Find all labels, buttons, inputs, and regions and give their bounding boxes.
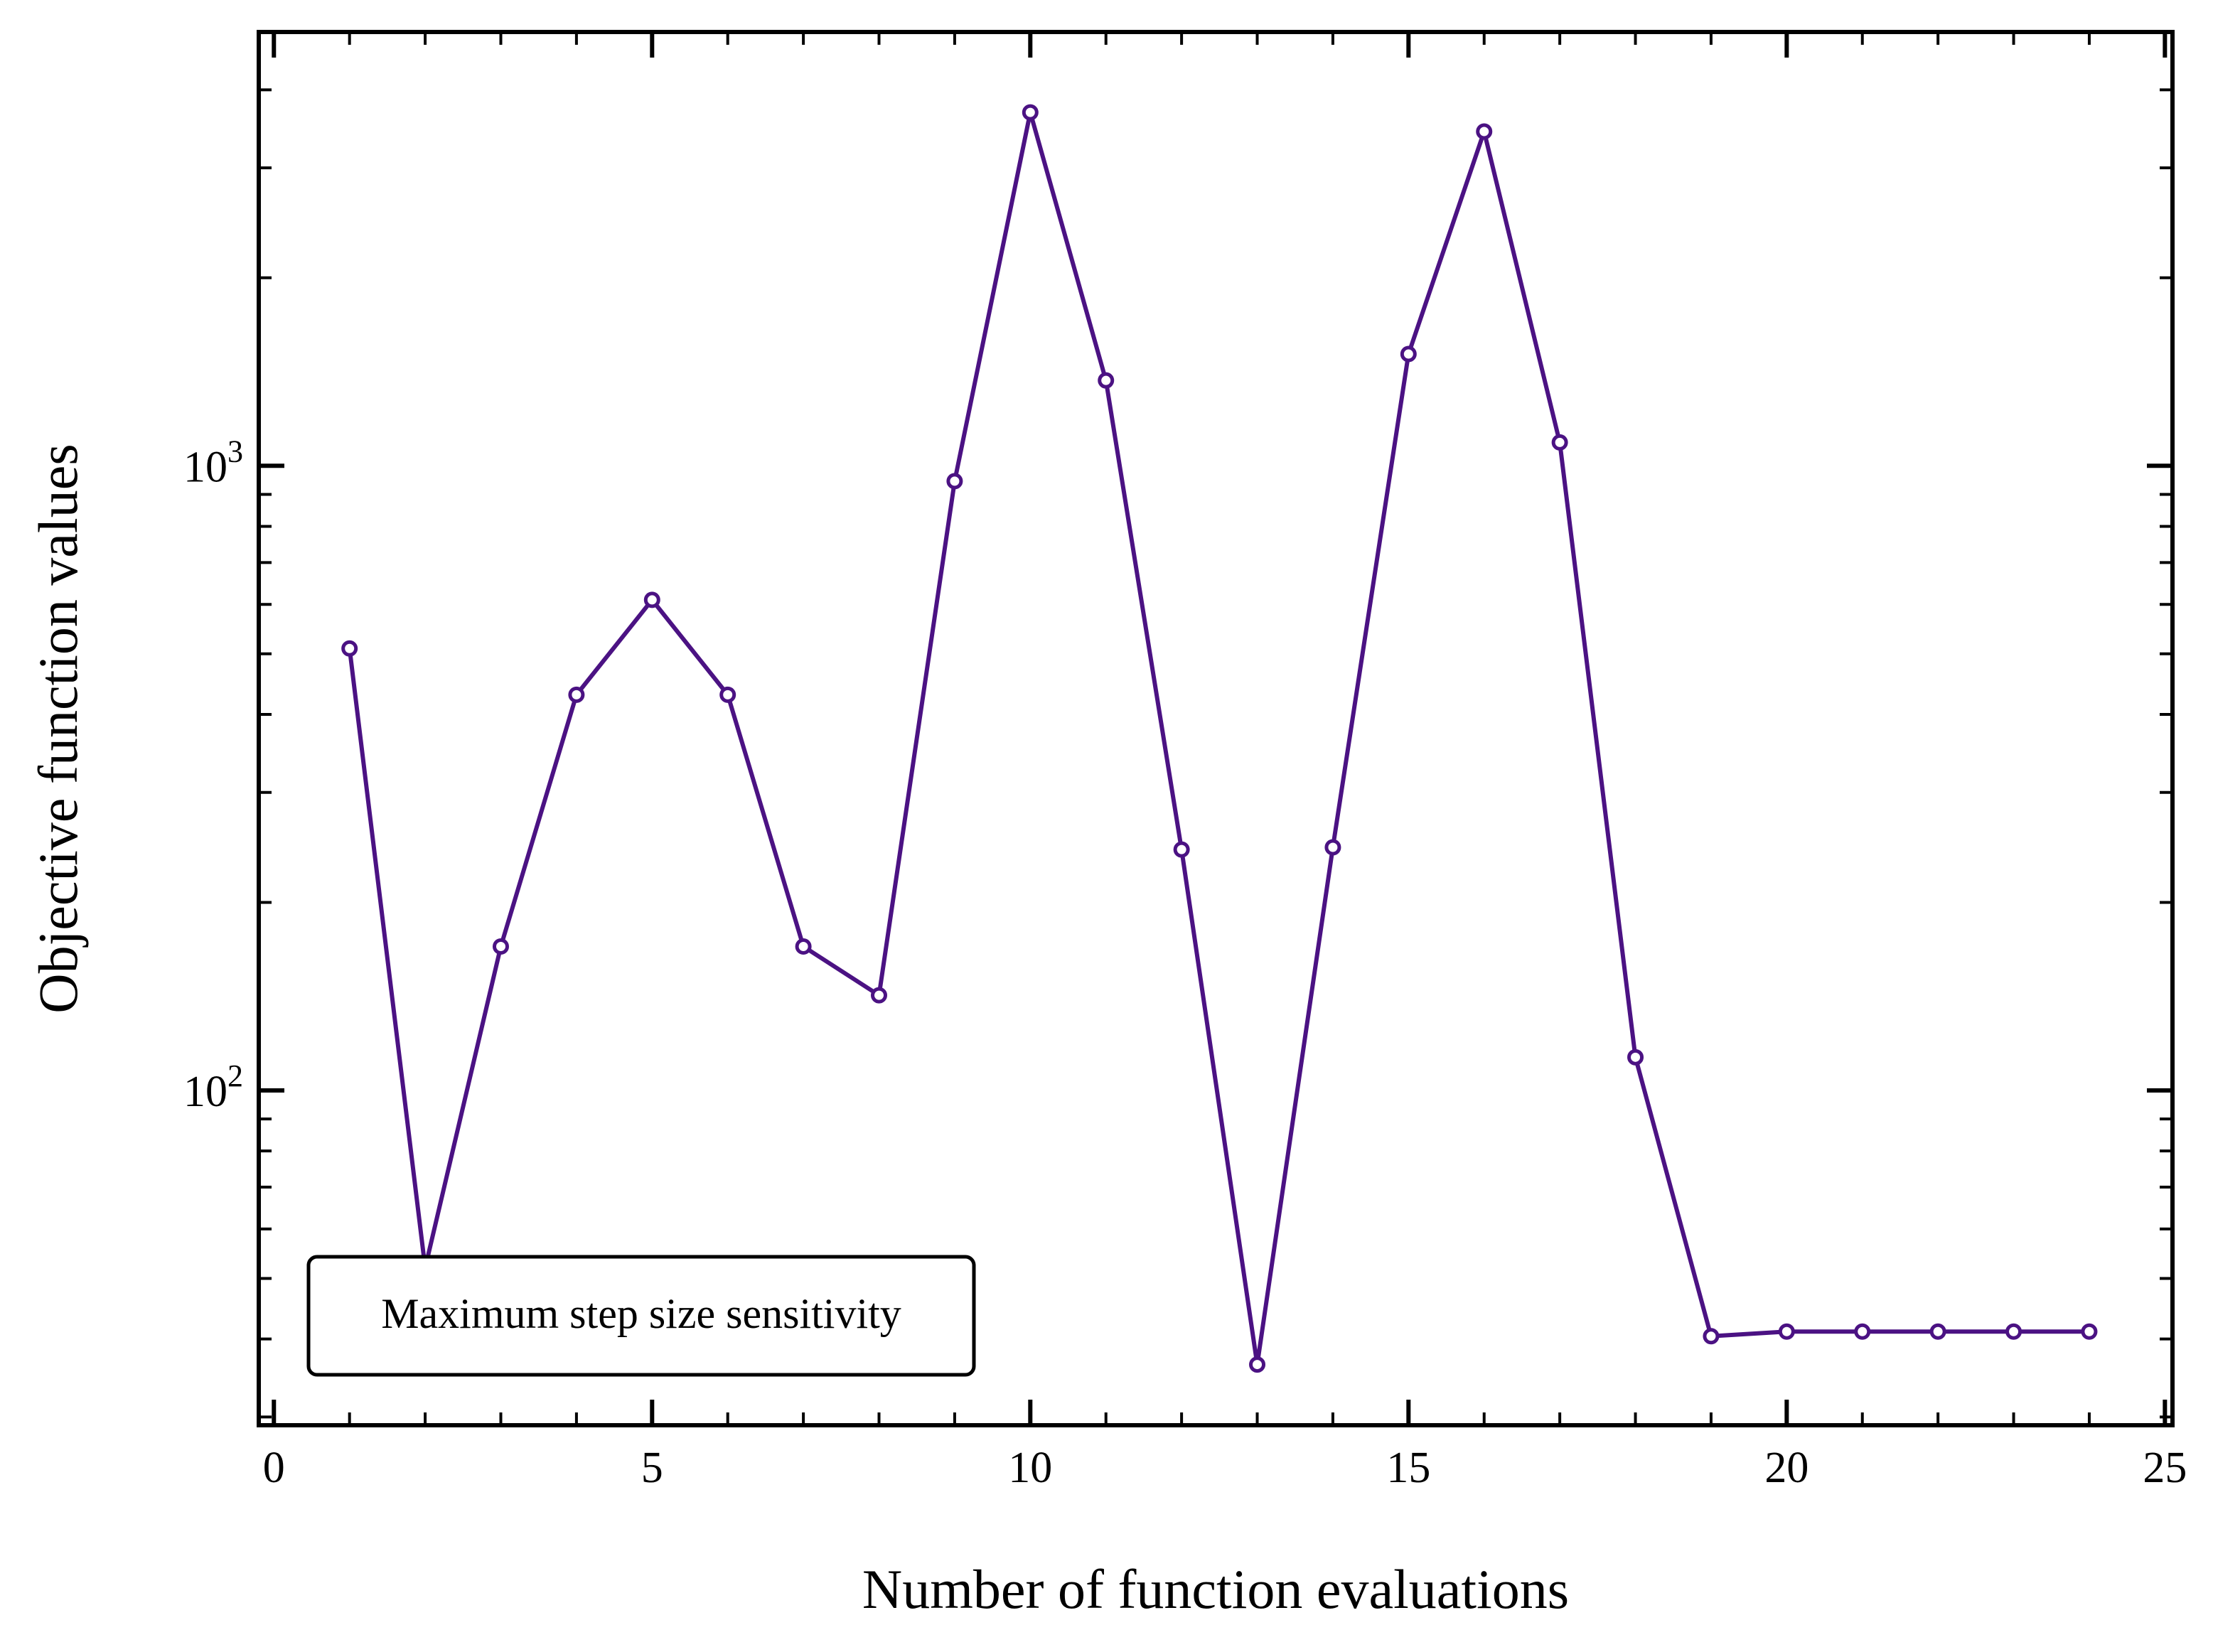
data-point (1173, 841, 1190, 858)
data-point (795, 938, 812, 955)
data-point (1249, 1356, 1266, 1373)
x-tick-label: 0 (263, 1444, 285, 1492)
data-point (719, 686, 736, 703)
data-point (1400, 345, 1417, 363)
data-point (1703, 1328, 1720, 1345)
y-tick-label-exponent: 2 (227, 1058, 243, 1093)
data-point (871, 987, 888, 1004)
legend: Maximum step size sensitivity (306, 1255, 976, 1377)
x-axis-title: Number of function evaluations (862, 1558, 1569, 1620)
y-tick-label: 102 (183, 1058, 243, 1116)
y-tick-label-base: 10 (183, 1068, 227, 1116)
series-layer (341, 104, 2098, 1373)
y-axis-title: Objective function values (27, 444, 89, 1013)
data-point (1929, 1323, 1946, 1340)
data-point (1022, 104, 1039, 121)
data-point (1098, 372, 1115, 389)
data-point (1476, 123, 1493, 140)
data-point (568, 686, 585, 703)
data-point (492, 938, 509, 955)
series-line (347, 110, 2089, 1367)
data-point (1627, 1048, 1644, 1066)
y-tick-label-exponent: 3 (227, 434, 243, 468)
x-tick-label: 20 (1764, 1444, 1809, 1492)
data-point (1324, 839, 1341, 856)
legend-box (306, 1255, 976, 1377)
data-point (341, 640, 358, 657)
y-tick-label-base: 10 (183, 443, 227, 491)
data-point (946, 473, 963, 490)
x-tick-label: 5 (641, 1444, 663, 1492)
plot-frame (257, 30, 2175, 1427)
y-tick-label: 103 (183, 434, 243, 491)
data-point (1551, 434, 1568, 451)
data-point (2081, 1323, 2098, 1340)
data-point (643, 591, 660, 608)
data-point (1854, 1323, 1871, 1340)
data-point (1778, 1323, 1795, 1340)
x-tick-label: 15 (1386, 1444, 1430, 1492)
legend-label: Maximum step size sensitivity (381, 1290, 901, 1337)
x-tick-label: 10 (1008, 1444, 1052, 1492)
x-tick-label: 25 (2143, 1444, 2187, 1492)
data-point (2005, 1323, 2022, 1340)
